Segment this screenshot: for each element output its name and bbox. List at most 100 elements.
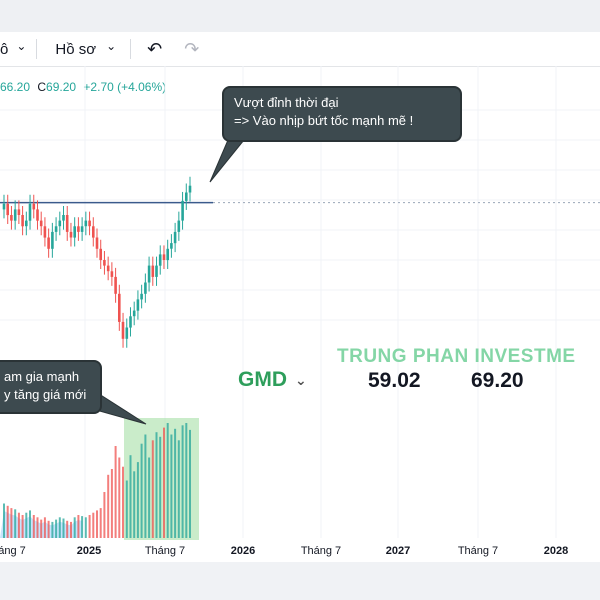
volume-bar bbox=[144, 434, 147, 538]
volume-bar bbox=[40, 519, 43, 538]
candle-body bbox=[77, 226, 80, 232]
profile-chevron-icon: ⌄ bbox=[106, 39, 117, 53]
price-value-2: 69.20 bbox=[471, 369, 524, 392]
candle-body bbox=[88, 220, 91, 227]
profile-button[interactable]: Hồ sơ ⌄ bbox=[55, 32, 116, 66]
x-tick-label: 2026 bbox=[230, 545, 256, 557]
chevron-down-icon[interactable]: ⌄ bbox=[16, 39, 27, 53]
volume-bar bbox=[77, 515, 80, 538]
volume-bar bbox=[6, 505, 9, 538]
candle-body bbox=[13, 209, 17, 221]
volume-highlight-box bbox=[124, 418, 199, 540]
candle-body bbox=[118, 293, 121, 322]
candle-body bbox=[162, 254, 166, 260]
x-tick-label: Tháng 7 bbox=[144, 545, 186, 557]
volume-bar bbox=[25, 512, 28, 538]
candle-body bbox=[54, 226, 58, 232]
candle-body bbox=[114, 276, 117, 294]
volume-bar bbox=[136, 462, 139, 538]
chevron-down-icon: ⌄ bbox=[295, 371, 307, 388]
volume-bar bbox=[107, 474, 110, 538]
candle-body bbox=[17, 209, 21, 215]
volume-bar bbox=[62, 518, 65, 538]
ticker-symbol: GMD bbox=[238, 368, 287, 391]
volume-bar bbox=[14, 509, 17, 538]
volume-bar bbox=[51, 521, 54, 538]
candle-body bbox=[110, 271, 114, 277]
toolbar-divider bbox=[130, 39, 132, 59]
volume-bar bbox=[114, 446, 117, 538]
candle-body bbox=[47, 237, 50, 249]
volume-bar bbox=[189, 429, 191, 538]
candle-body bbox=[95, 237, 99, 249]
volume-bar bbox=[66, 520, 69, 539]
callout-breakout: Vượt đỉnh thời đại => Vào nhịp bứt tốc m… bbox=[222, 86, 462, 142]
chart-toolbar: ô ⌄ Hồ sơ ⌄ ↶ ↷ bbox=[0, 32, 600, 67]
undo-icon[interactable]: ↶ bbox=[147, 38, 163, 59]
ohlc-legend: 66.20 C69.20 +2.70 (+4.06%) bbox=[0, 80, 166, 94]
volume-bar bbox=[32, 515, 35, 538]
volume-bar bbox=[55, 519, 58, 538]
volume-bar bbox=[125, 480, 128, 538]
candle-body bbox=[69, 231, 73, 238]
candle-body bbox=[140, 293, 143, 300]
callout-volume-pointer bbox=[95, 391, 147, 425]
candle-body bbox=[99, 248, 102, 261]
volume-bar bbox=[148, 457, 151, 538]
callout-volume: am gia mạnh y tăng giá mới bbox=[0, 360, 102, 414]
candle-body bbox=[51, 231, 54, 249]
candle-body bbox=[73, 226, 76, 238]
volume-bar bbox=[43, 517, 46, 538]
callout-breakout-pointer bbox=[209, 139, 246, 183]
callout-volume-line1: am gia mạnh bbox=[4, 369, 80, 384]
profile-label: Hồ sơ bbox=[55, 40, 97, 58]
volume-bar bbox=[36, 517, 39, 538]
volume-bar bbox=[166, 423, 169, 538]
volume-bar bbox=[3, 503, 5, 538]
volume-bar bbox=[47, 520, 50, 539]
candle-body bbox=[65, 215, 69, 232]
volume-bar bbox=[70, 521, 72, 538]
volume-bar bbox=[110, 469, 113, 538]
watermark-text: TRUNG PHAN INVESTME bbox=[337, 346, 576, 367]
candle-body bbox=[129, 316, 132, 328]
redo-icon[interactable]: ↷ bbox=[184, 38, 200, 59]
x-tick-label: 2027 bbox=[385, 545, 411, 557]
ticker-selector[interactable]: GMD ⌄ bbox=[238, 368, 307, 392]
volume-bar bbox=[73, 517, 76, 538]
candle-body bbox=[121, 321, 125, 339]
candle-body bbox=[125, 327, 129, 339]
candle-body bbox=[177, 220, 181, 232]
volume-bar bbox=[163, 427, 165, 538]
volume-bar bbox=[88, 515, 91, 538]
callout-breakout-line1: Vượt đỉnh thời đại bbox=[234, 95, 339, 110]
candle-body bbox=[80, 226, 84, 232]
volume-bar bbox=[96, 510, 98, 538]
ohlc-close-label: C bbox=[37, 80, 47, 94]
candle-body bbox=[10, 215, 13, 221]
candle-body bbox=[25, 220, 28, 227]
candle-body bbox=[158, 254, 162, 266]
candle-body bbox=[185, 192, 188, 201]
callout-volume-line2: y tăng giá mới bbox=[4, 387, 87, 402]
callout-breakout-line2: => Vào nhịp bứt tốc mạnh mẽ ! bbox=[234, 113, 414, 128]
candle-body bbox=[58, 220, 62, 227]
x-tick-label: Tháng 7 bbox=[457, 545, 499, 557]
x-tick-label: Tháng 7 bbox=[300, 545, 342, 557]
candle-body bbox=[132, 310, 136, 317]
time-axis[interactable]: áng 7 2025 Tháng 7 2026 Tháng 7 2027 Thá… bbox=[0, 538, 600, 562]
candle-body bbox=[39, 220, 43, 227]
volume-bar bbox=[170, 434, 173, 538]
volume-bar bbox=[159, 436, 162, 538]
volume-bar bbox=[181, 425, 184, 538]
candle-body bbox=[166, 248, 169, 261]
candle-body bbox=[188, 185, 192, 193]
x-tick-label: 2028 bbox=[543, 545, 569, 557]
candle-body bbox=[170, 243, 173, 249]
toolbar-left-fragment[interactable]: ô bbox=[0, 40, 9, 58]
ohlc-close-value: 69.20 bbox=[46, 80, 77, 94]
candle-body bbox=[62, 215, 65, 221]
candle-body bbox=[92, 226, 95, 238]
candle-body bbox=[84, 220, 88, 227]
